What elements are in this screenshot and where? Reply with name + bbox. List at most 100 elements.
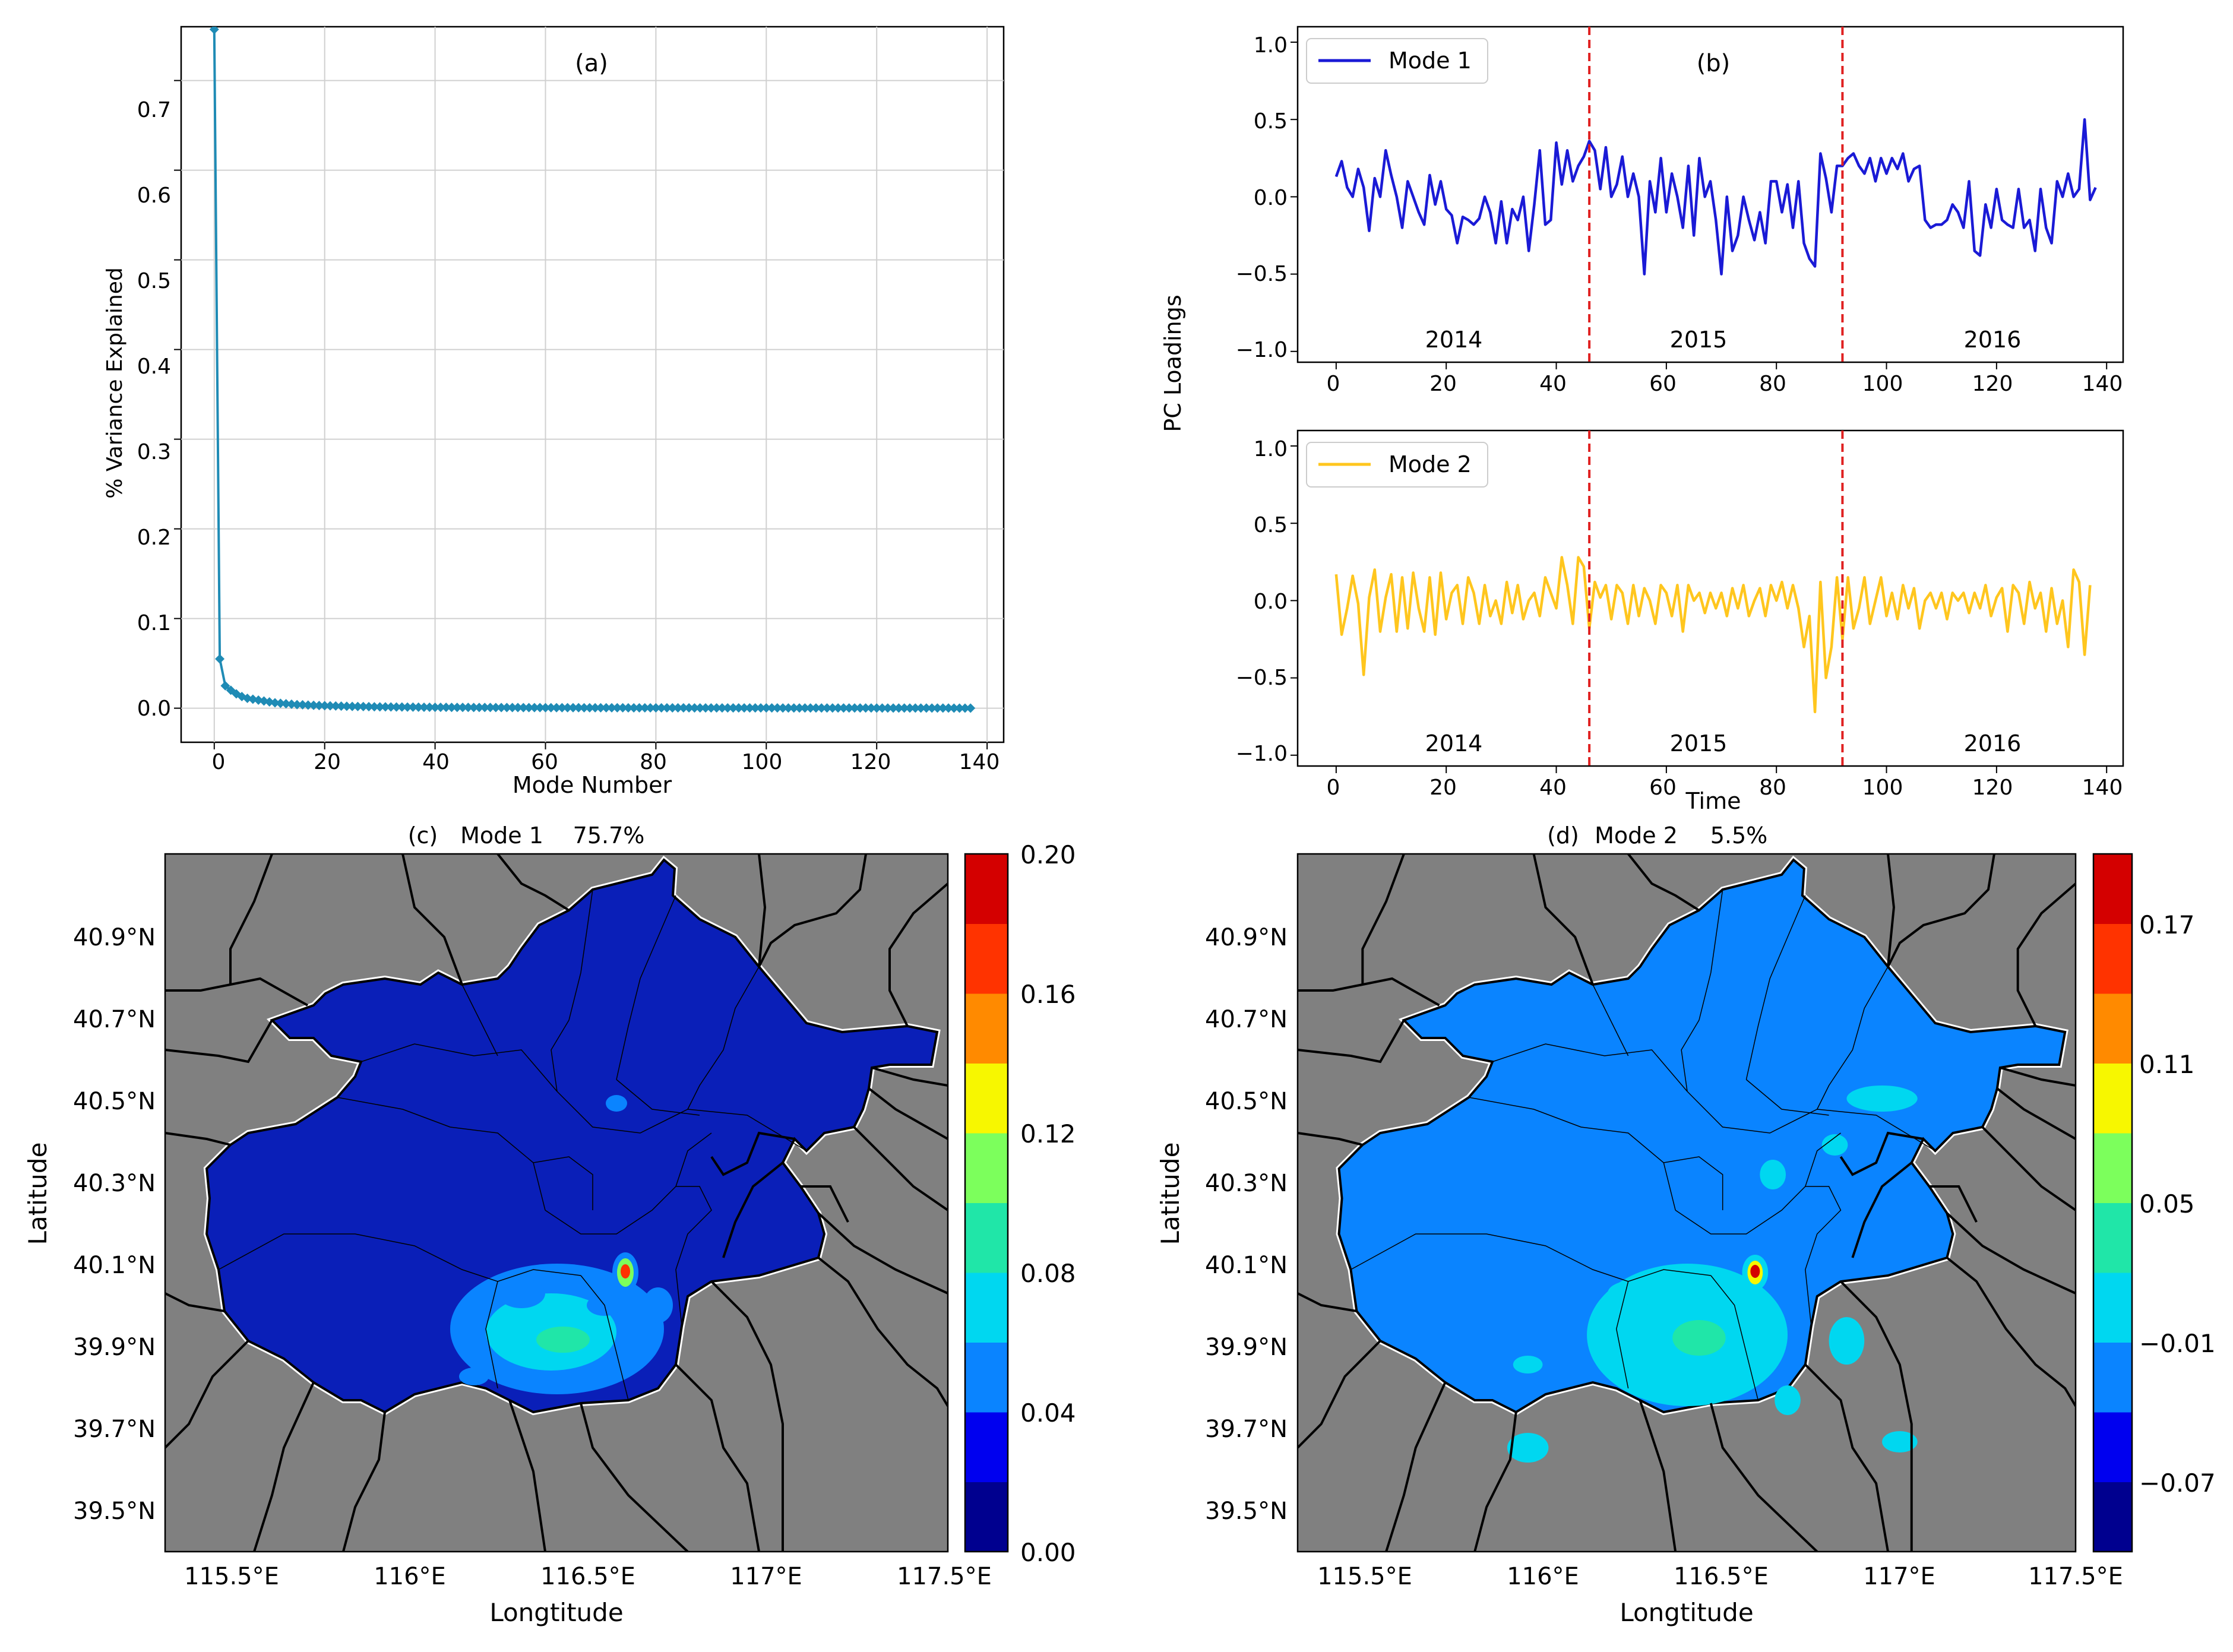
b-xtick: 20: [1429, 372, 1457, 396]
a-xtick: 80: [640, 750, 667, 774]
a-point: [309, 700, 319, 710]
colorbar-level: [965, 1342, 1008, 1413]
b-xtick: 120: [1972, 372, 2013, 396]
a-point: [441, 702, 451, 713]
a-xtick: 40: [422, 750, 450, 774]
map-d-patch: [1829, 1317, 1865, 1365]
a-xtick: 60: [531, 750, 558, 774]
a-point: [430, 702, 440, 713]
a-ytick: 0.4: [137, 355, 171, 379]
a-ytick: 0.7: [137, 98, 171, 122]
a-point: [938, 703, 948, 713]
panel-a-series: [209, 27, 976, 713]
b-ytick: −0.5: [1236, 666, 1288, 690]
a-point: [910, 703, 921, 713]
map-c-patch: [606, 1095, 627, 1112]
colorbar-level: [965, 923, 1008, 994]
b-xtick: 40: [1539, 372, 1567, 396]
colorbar-level: [965, 993, 1008, 1064]
panel-d-title-pct: 5.5%: [1710, 822, 1768, 849]
a-xtick: 20: [314, 750, 341, 774]
a-point: [800, 703, 810, 713]
map-c-x-ticks: 115.5°E 116°E 116.5°E 117°E 117.5°E: [184, 1563, 992, 1590]
a-point: [678, 703, 688, 713]
panel-c: (c) Mode 1 75.7%: [23, 822, 1076, 1627]
map-d-patch: [1607, 1280, 1661, 1306]
map-d-frame: [1296, 853, 2077, 1553]
panel-c-xlabel: Longtitude: [489, 1598, 623, 1627]
a-point: [833, 703, 843, 713]
a-point: [739, 703, 749, 713]
panel-a-frame: [180, 26, 1005, 743]
a-point: [822, 703, 832, 713]
b-ytick: 0.0: [1254, 590, 1288, 614]
panel-c-ylabel: Latitude: [23, 1143, 52, 1245]
legend-mode-1-box: [1306, 38, 1488, 84]
a-point: [805, 703, 815, 713]
map-xtick: 116.5°E: [540, 1563, 635, 1590]
a-point: [850, 703, 860, 713]
b-top-year-2016: 2016: [1964, 327, 2022, 353]
a-point: [640, 702, 650, 713]
a-point: [276, 698, 286, 708]
a-point: [656, 703, 666, 713]
b-xtick: 60: [1649, 372, 1677, 396]
a-point: [347, 701, 358, 711]
a-point: [469, 702, 479, 713]
b-ytick: 0.5: [1254, 513, 1288, 537]
a-point: [723, 703, 733, 713]
map-ytick: 39.7°N: [1205, 1416, 1288, 1443]
a-point: [827, 703, 837, 713]
a-point: [540, 702, 551, 713]
colorbar-d-ticks: 0.17 0.11 0.05 −0.01 −0.07: [2139, 910, 2216, 1498]
legend-mode-1-label: Mode 1: [1388, 48, 1472, 74]
a-point: [927, 703, 937, 713]
map-ytick: 40.7°N: [1205, 1006, 1288, 1033]
cbar-d-tick: −0.01: [2139, 1329, 2216, 1358]
panel-d-xlabel: Longtitude: [1620, 1598, 1753, 1627]
map-ytick: 40.5°N: [1205, 1088, 1288, 1115]
b-bottom-year-2014: 2014: [1425, 730, 1483, 757]
panel-d-title-mode: Mode 2: [1595, 822, 1678, 849]
a-point: [452, 702, 462, 713]
a-point: [480, 702, 490, 713]
a-point: [855, 703, 865, 713]
a-point: [518, 702, 529, 713]
b-ytick: 1.0: [1254, 33, 1288, 58]
a-point: [861, 703, 871, 713]
a-point: [546, 702, 556, 713]
a-point: [706, 703, 716, 713]
a-point: [413, 702, 423, 712]
a-point: [320, 701, 330, 711]
map-xtick: 116°E: [1507, 1563, 1579, 1590]
legend-mode-2-box: [1306, 442, 1488, 488]
map-d-patch: [1821, 1134, 1848, 1156]
b-xtick: 0: [1327, 372, 1340, 396]
a-point: [954, 703, 964, 713]
colorbar-c: [964, 853, 1009, 1553]
a-xtick: 100: [742, 750, 783, 774]
colorbar-level: [2093, 854, 2132, 924]
b-ytick: −0.5: [1236, 262, 1288, 286]
a-point: [447, 702, 457, 713]
panel-b-bottom-x-ticks: 0 20 40 60 80 100 120 140: [1327, 776, 2123, 800]
a-point: [524, 702, 534, 713]
panel-c-title-tag: (c): [408, 822, 438, 849]
a-ytick: 0.0: [137, 697, 171, 721]
a-point: [883, 703, 893, 713]
a-point: [303, 700, 313, 710]
a-point: [380, 702, 390, 712]
colorbar-level: [2093, 1063, 2132, 1134]
panel-d: (d) Mode 2 5.5%: [1156, 822, 2216, 1627]
map-c-patch: [498, 1278, 545, 1308]
b-xtick: 0: [1327, 776, 1340, 800]
colorbar-level: [965, 1482, 1008, 1552]
a-ytick: 0.3: [137, 440, 171, 464]
a-point: [756, 703, 766, 713]
a-point: [651, 703, 661, 713]
a-point: [364, 702, 374, 712]
map-c-patch: [643, 1287, 673, 1323]
a-point: [607, 702, 617, 713]
b-ytick: −1.0: [1236, 742, 1288, 766]
